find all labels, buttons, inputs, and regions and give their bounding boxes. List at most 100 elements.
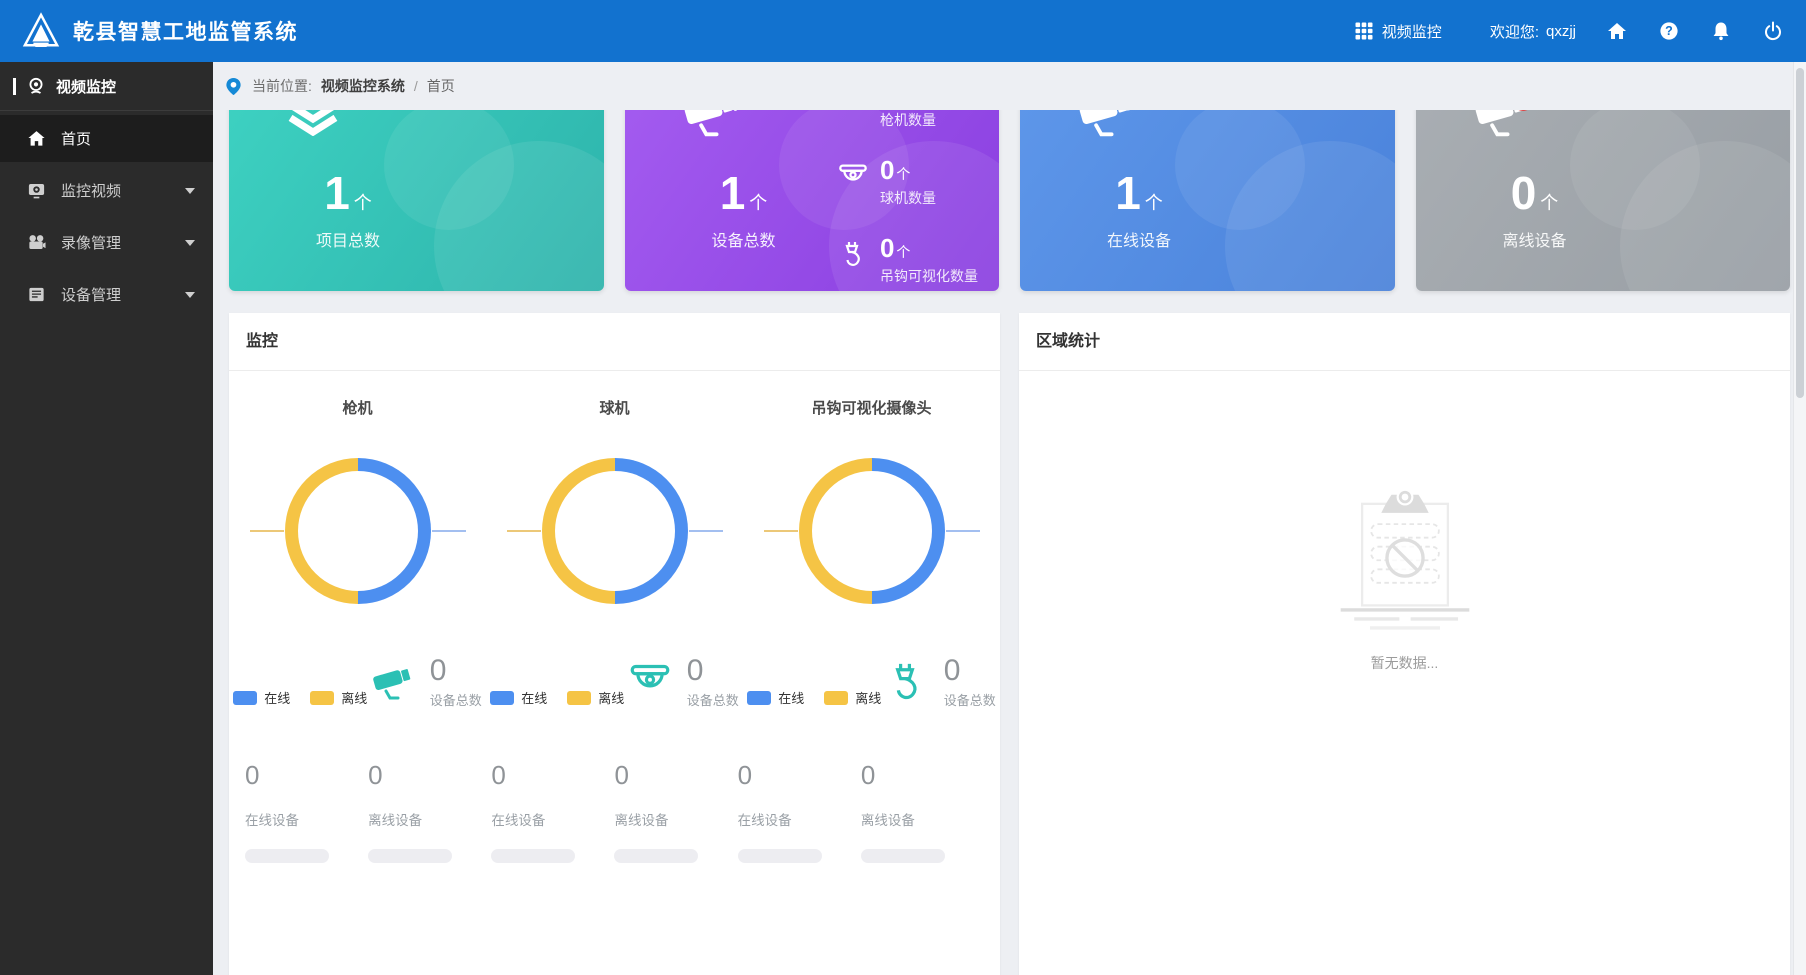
chart-title: 枪机 xyxy=(342,400,373,417)
stat-cell: 0 在线设备 xyxy=(737,760,861,863)
label-line-offline xyxy=(506,530,541,532)
breadcrumb-current-link[interactable]: 首页 xyxy=(426,78,455,94)
donut-chart xyxy=(249,458,466,604)
chart-column-dome-camera: 球机 在线 xyxy=(486,397,743,710)
sidebar: 视频监控 首页 xyxy=(0,62,213,975)
legend-offline[interactable]: 离线 xyxy=(824,688,881,707)
app-logo-icon xyxy=(22,12,60,50)
progress-track xyxy=(368,848,453,863)
stat-cell: 0 在线设备 xyxy=(245,760,368,863)
offline-swatch xyxy=(310,690,335,705)
stat-label: 枪机数量 xyxy=(879,111,936,128)
location-pin-icon xyxy=(224,77,243,96)
empty-clipboard-illustration xyxy=(1340,488,1469,630)
legend-offline[interactable]: 离线 xyxy=(310,688,367,707)
label-line-offline xyxy=(249,530,284,532)
sidebar-item-recordings[interactable]: 录像管理 xyxy=(0,219,213,266)
bell-icon xyxy=(1713,22,1729,41)
webcam-icon xyxy=(26,76,46,96)
gun-camera-icon xyxy=(838,110,868,114)
stat-cell: 0 离线设备 xyxy=(614,760,737,863)
stat-label: 设备总数 xyxy=(711,233,776,250)
sidebar-item-label: 监控视频 xyxy=(61,183,122,200)
progress-track xyxy=(491,848,576,863)
crane-hook-icon xyxy=(886,661,934,705)
logout-button[interactable] xyxy=(1762,20,1784,42)
chart-title: 吊钩可视化摄像头 xyxy=(811,400,932,417)
bullet-camera-icon xyxy=(683,110,749,144)
label-line-offline xyxy=(763,530,798,532)
sidebar-menu: 首页 监控视频 xyxy=(0,111,213,318)
legend-online[interactable]: 在线 xyxy=(747,688,804,707)
device-total: 0 设备总数 xyxy=(629,656,739,709)
crane-hook-icon xyxy=(838,240,868,270)
panels-row: 监控 枪机 在线 xyxy=(213,313,1806,975)
chevron-down-icon xyxy=(185,291,195,298)
donut-ring xyxy=(798,458,945,604)
donut-chart xyxy=(763,458,980,604)
chart-column-gun-camera: 枪机 在线 xyxy=(229,397,486,710)
breadcrumb-root-link[interactable]: 视频监控系统 xyxy=(320,78,405,94)
main-area: 当前位置: 视频监控系统 / 首页 xyxy=(213,62,1806,975)
chart-legend: 在线 离线 xyxy=(233,688,367,707)
help-button[interactable]: ? xyxy=(1658,20,1680,42)
help-icon: ? xyxy=(1660,22,1678,40)
device-breakdown: 0个 枪机数量 xyxy=(838,110,978,291)
label-line-online xyxy=(431,530,466,532)
device-list-icon xyxy=(27,285,46,304)
scrollbar-thumb[interactable] xyxy=(1796,68,1804,398)
empty-state: 暂无数据... xyxy=(1019,371,1790,673)
sidebar-item-label: 设备管理 xyxy=(61,287,122,304)
progress-track xyxy=(737,848,822,863)
vertical-scrollbar[interactable] xyxy=(1793,62,1806,975)
sidebar-item-devices[interactable]: 设备管理 xyxy=(0,271,213,318)
sidebar-item-home[interactable]: 首页 xyxy=(0,115,213,162)
online-swatch xyxy=(747,690,772,705)
legend-online[interactable]: 在线 xyxy=(490,688,547,707)
monitor-camera-icon xyxy=(27,181,46,200)
home-icon xyxy=(27,129,46,148)
sidebar-item-monitor-video[interactable]: 监控视频 xyxy=(0,167,213,214)
total-value: 0 xyxy=(943,654,961,687)
chevron-down-icon xyxy=(185,187,195,194)
offline-swatch xyxy=(824,690,849,705)
home-button[interactable] xyxy=(1606,20,1628,42)
sidebar-brand: 视频监控 xyxy=(0,62,213,111)
total-value: 0 xyxy=(429,654,447,687)
breadcrumb: 当前位置: 视频监控系统 / 首页 xyxy=(213,62,1806,110)
donut-chart xyxy=(506,458,723,604)
online-swatch xyxy=(490,690,515,705)
triple-chevron-icon xyxy=(287,110,353,144)
sidebar-brand-label: 视频监控 xyxy=(56,78,117,96)
stat-cell: 0 离线设备 xyxy=(368,760,491,863)
donut-ring xyxy=(284,458,431,604)
chart-title: 球机 xyxy=(599,400,630,417)
offline-swatch xyxy=(567,690,592,705)
home-icon xyxy=(1608,23,1626,39)
header-nav-label: 视频监控 xyxy=(1381,23,1442,41)
dome-camera-icon xyxy=(629,661,677,705)
device-total: 0 设备总数 xyxy=(372,656,482,709)
legend-online[interactable]: 在线 xyxy=(233,688,290,707)
stat-label: 在线设备 xyxy=(1106,233,1171,250)
dome-camera-icon xyxy=(838,162,868,192)
legend-offline[interactable]: 离线 xyxy=(567,688,624,707)
panel-title: 监控 xyxy=(229,313,1000,371)
chevron-down-icon xyxy=(185,239,195,246)
label-line-online xyxy=(945,530,980,532)
header-nav-video-monitor[interactable]: 视频监控 xyxy=(1355,21,1442,42)
top-header: 乾县智慧工地监管系统 视频监控 欢迎您: qxzjj xyxy=(0,0,1806,62)
donut-chart-grid: 枪机 在线 xyxy=(229,371,1000,710)
app-title: 乾县智慧工地监管系统 xyxy=(73,21,298,44)
grid-apps-icon xyxy=(1355,22,1373,40)
notifications-button[interactable] xyxy=(1710,20,1732,42)
